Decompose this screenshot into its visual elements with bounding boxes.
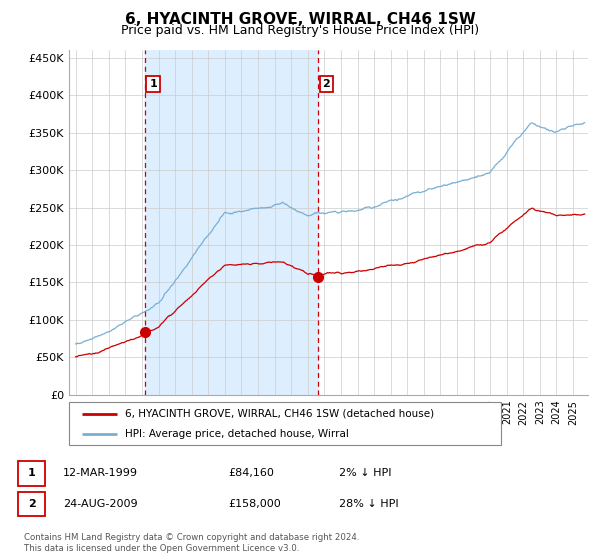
Text: 1: 1	[149, 79, 157, 89]
Text: 24-AUG-2009: 24-AUG-2009	[63, 499, 137, 509]
Text: Contains HM Land Registry data © Crown copyright and database right 2024.
This d: Contains HM Land Registry data © Crown c…	[24, 533, 359, 553]
Text: £158,000: £158,000	[228, 499, 281, 509]
Text: HPI: Average price, detached house, Wirral: HPI: Average price, detached house, Wirr…	[125, 430, 349, 439]
Text: 1: 1	[28, 468, 35, 478]
FancyBboxPatch shape	[69, 402, 501, 445]
Text: Price paid vs. HM Land Registry's House Price Index (HPI): Price paid vs. HM Land Registry's House …	[121, 24, 479, 36]
Text: 6, HYACINTH GROVE, WIRRAL, CH46 1SW: 6, HYACINTH GROVE, WIRRAL, CH46 1SW	[125, 12, 475, 27]
Text: 12-MAR-1999: 12-MAR-1999	[63, 468, 138, 478]
Bar	[145, 50, 319, 395]
Text: 2% ↓ HPI: 2% ↓ HPI	[339, 468, 391, 478]
Text: 28% ↓ HPI: 28% ↓ HPI	[339, 499, 398, 509]
Text: 2: 2	[323, 79, 330, 89]
Text: 6, HYACINTH GROVE, WIRRAL, CH46 1SW (detached house): 6, HYACINTH GROVE, WIRRAL, CH46 1SW (det…	[125, 409, 434, 419]
Text: 2: 2	[28, 499, 35, 509]
Text: £84,160: £84,160	[228, 468, 274, 478]
